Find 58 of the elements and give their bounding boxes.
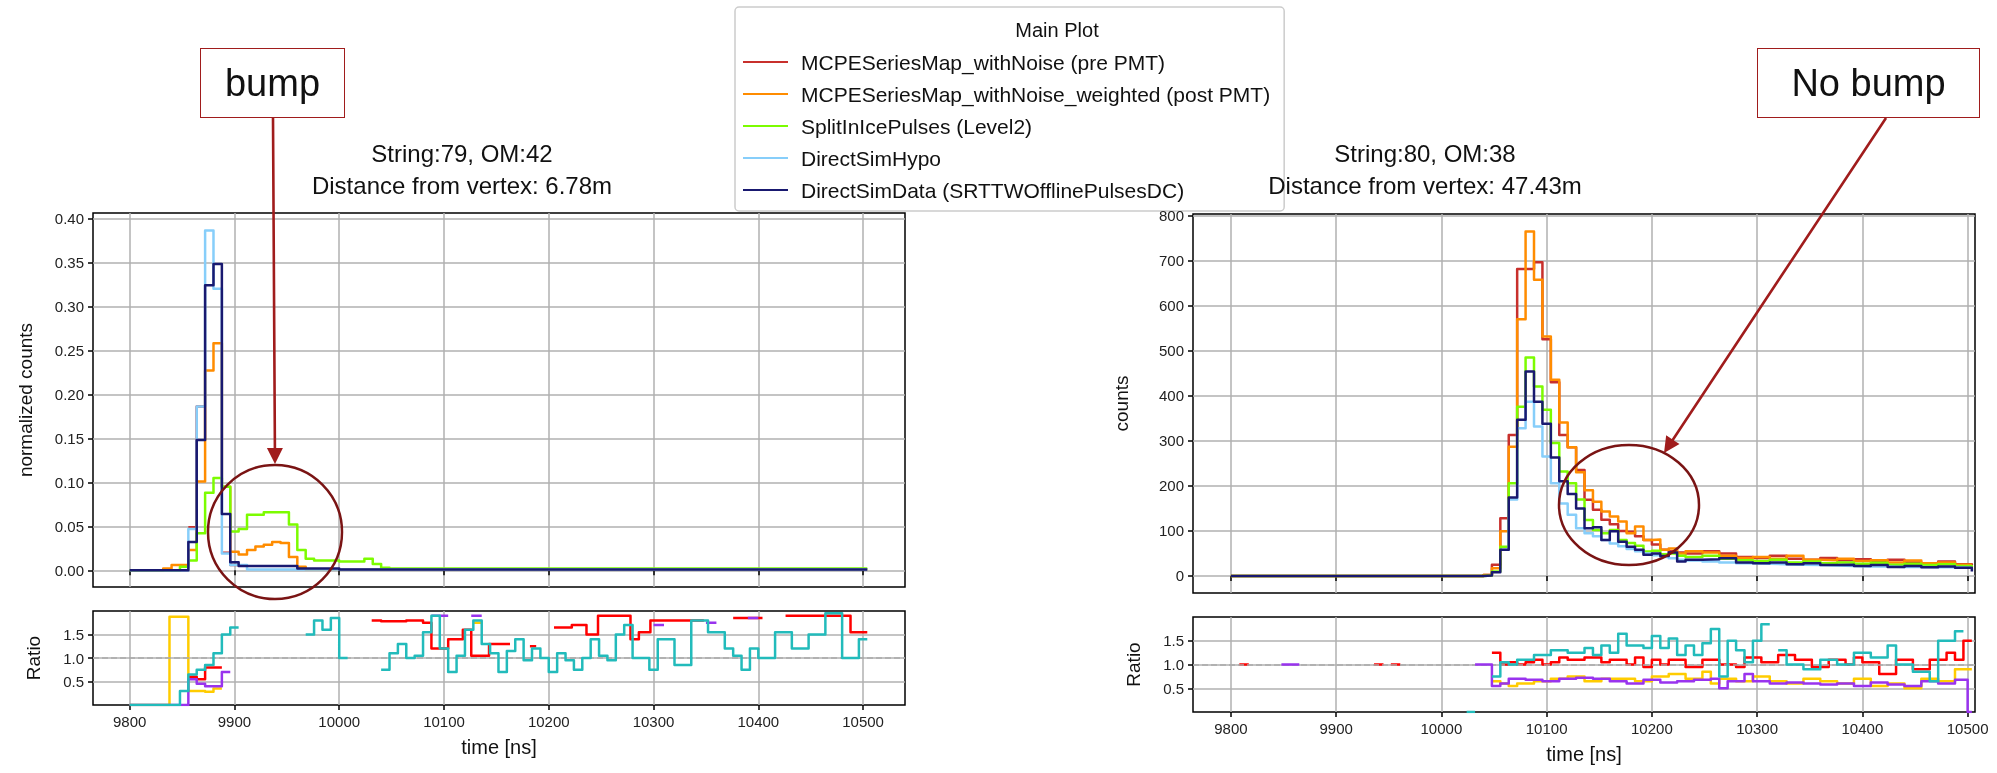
- y-tick-label: 300: [1158, 432, 1184, 450]
- text: No bump: [1757, 48, 1980, 118]
- x-tick-label: 10100: [423, 713, 465, 730]
- y-tick-label: 700: [1158, 252, 1184, 270]
- y-tick-label: 1.0: [63, 649, 84, 667]
- y-axis-title: counts: [1111, 375, 1132, 432]
- x-axis-title: time [ns]: [461, 736, 537, 758]
- y-tick-label: 0.40: [54, 209, 84, 227]
- y-tick-label: 800: [1158, 207, 1184, 225]
- text: bump: [200, 48, 345, 118]
- y-tick-label: 0.10: [54, 473, 84, 491]
- y-tick-label: 100: [1158, 522, 1184, 540]
- x-tick-label: 9800: [112, 713, 147, 730]
- y-tick-label: 0.30: [54, 297, 84, 315]
- chart-title: String:80, OM:38: [1334, 139, 1516, 167]
- y-tick-label: 0.15: [54, 429, 84, 447]
- x-tick-label: 10300: [1736, 720, 1778, 737]
- x-tick-label: 10500: [842, 713, 884, 730]
- y-axis-title: Ratio: [1123, 642, 1144, 687]
- x-tick-label: 10200: [527, 713, 570, 730]
- x-tick-label: 10000: [1420, 720, 1463, 737]
- x-tick-label: 10200: [1631, 720, 1673, 737]
- x-tick-label: 9900: [1319, 720, 1353, 737]
- x-tick-label: 9900: [217, 713, 252, 730]
- y-tick-label: 200: [1158, 477, 1184, 495]
- legend-title: Main Plot: [1015, 19, 1100, 41]
- x-tick-label: 10300: [632, 713, 675, 730]
- legend-label: DirectSimData (SRTTWOfflinePulsesDC): [801, 178, 1185, 202]
- y-tick-label: 0.5: [63, 673, 84, 690]
- legend-label: MCPESeriesMap_withNoise (pre PMT): [801, 50, 1166, 75]
- legend-label: DirectSimHypo: [801, 146, 942, 170]
- y-tick-label: 0.35: [54, 253, 84, 271]
- y-tick-label: 0.25: [54, 341, 84, 359]
- y-tick-label: 0.00: [54, 561, 84, 579]
- y-tick-label: 0: [1175, 567, 1184, 585]
- x-tick-label: 9800: [1214, 720, 1248, 737]
- x-tick-label: 10400: [1841, 720, 1884, 737]
- chart-subtitle: Distance from vertex: 47.43m: [1268, 171, 1582, 199]
- x-tick-label: 10500: [1946, 720, 1989, 737]
- y-axis-title: Ratio: [23, 635, 44, 681]
- y-tick-label: 0.05: [54, 517, 84, 535]
- y-tick-label: 600: [1158, 297, 1184, 315]
- x-tick-label: 10400: [737, 713, 780, 730]
- y-tick-label: 400: [1158, 387, 1184, 405]
- legend-label: MCPESeriesMap_withNoise_weighted (post PMT): [801, 82, 1271, 107]
- x-axis-title: time [ns]: [1546, 743, 1622, 765]
- chart-title: String:79, OM:42: [371, 139, 553, 167]
- y-tick-label: 1.5: [63, 626, 84, 643]
- x-tick-label: 10100: [1525, 720, 1568, 737]
- chart-subtitle: Distance from vertex: 6.78m: [311, 171, 613, 199]
- y-tick-label: 500: [1158, 342, 1184, 360]
- y-tick-label: 0.5: [1163, 679, 1184, 697]
- y-axis-title: normalized counts: [15, 322, 36, 478]
- x-tick-label: 10000: [318, 713, 361, 730]
- y-tick-label: 1.5: [1163, 632, 1184, 650]
- y-tick-label: 0.20: [54, 385, 84, 403]
- y-tick-label: 1.0: [1163, 656, 1184, 673]
- legend-label: SplitInIcePulses (Level2): [801, 114, 1033, 138]
